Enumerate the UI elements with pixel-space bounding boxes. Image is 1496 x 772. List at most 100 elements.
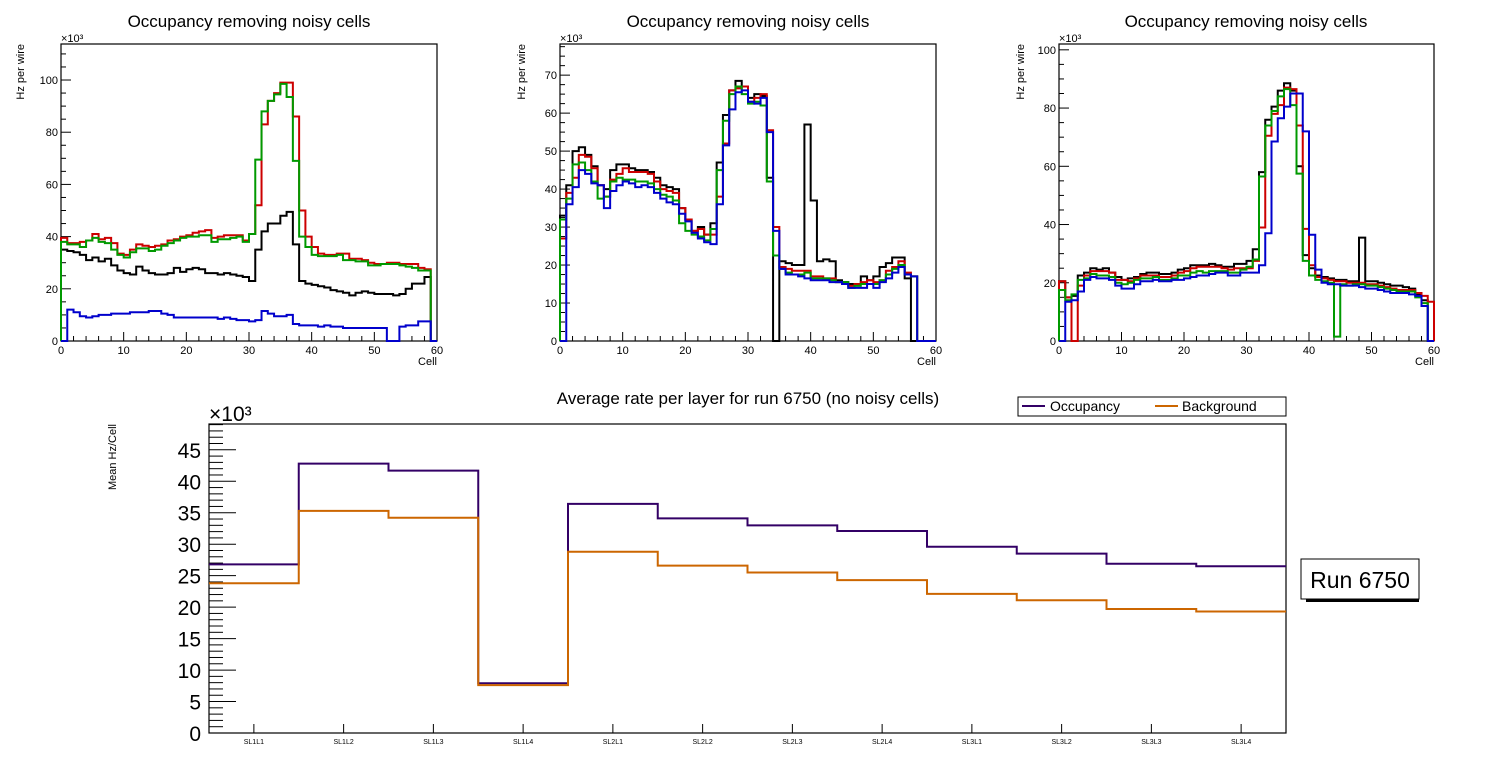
run-label-shadow: [1306, 599, 1419, 602]
category-label: SL2L2: [693, 739, 713, 746]
panel-2-ylabel: Hz per wire: [516, 44, 528, 100]
y-tick-label: 80: [1044, 103, 1056, 115]
panel-3-ylabel: Hz per wire: [1015, 44, 1027, 100]
panel-1-frame: [60, 43, 438, 342]
series-green-histogram: [559, 85, 936, 342]
panel-2-title: Occupancy removing noisy cells: [627, 12, 870, 31]
x-tick-label: 40: [805, 345, 817, 357]
y-tick-label: 20: [1044, 278, 1056, 290]
series-background-line: [209, 509, 1286, 687]
category-label: SL2L3: [782, 739, 802, 746]
run-label-box: Run 6750: [1300, 558, 1420, 602]
x-tick-label: 0: [58, 345, 64, 357]
x-tick-label: 10: [1115, 345, 1127, 357]
panel-3-xlabel: Cell: [1415, 356, 1434, 368]
y-tick-label: 5: [189, 692, 201, 715]
panel-2-xlabel: Cell: [917, 356, 936, 368]
x-tick-label: 20: [180, 345, 192, 357]
category-label: SL1L4: [513, 739, 533, 746]
series-blue-histogram: [61, 308, 437, 342]
series-occupancy-line: [209, 462, 1286, 685]
y-tick-label: 35: [178, 503, 201, 526]
y-tick-label: 40: [545, 184, 557, 196]
panel-1-xlabel: Cell: [418, 356, 437, 368]
panel-3-frame: [1058, 43, 1435, 342]
category-label: SL2L1: [603, 739, 623, 746]
x-tick-label: 20: [1178, 345, 1190, 357]
y-tick-label: 25: [178, 566, 201, 589]
legend-label-occupancy: Occupancy: [1050, 398, 1120, 414]
legend-label-background: Background: [1182, 398, 1257, 414]
panel-occupancy-2: Occupancy removing noisy cells Hz per wi…: [516, 12, 942, 368]
y-tick-label: 40: [1044, 220, 1056, 232]
y-tick-label: 10: [545, 298, 557, 310]
y-tick-label: 0: [1050, 336, 1056, 348]
category-label: SL3L2: [1052, 739, 1072, 746]
y-tick-label: 0: [189, 723, 201, 746]
series-red-histogram: [60, 81, 437, 342]
y-tick-label: 0: [52, 336, 58, 348]
x-tick-label: 0: [557, 345, 563, 357]
x-tick-label: 30: [1240, 345, 1252, 357]
layer-chart-y-multiplier: ×10³: [209, 403, 252, 426]
panel-1-y-multiplier: ×10³: [61, 33, 84, 45]
legend: Occupancy Background: [1017, 396, 1287, 417]
y-tick-label: 30: [178, 534, 201, 557]
x-tick-label: 0: [1056, 345, 1062, 357]
panel-occupancy-1: Occupancy removing noisy cells Hz per wi…: [15, 12, 443, 368]
panel-3-y-multiplier: ×10³: [1059, 33, 1082, 45]
series-red-histogram: [559, 85, 936, 342]
panel-2-y-multiplier: ×10³: [560, 33, 583, 45]
x-tick-label: 60: [1428, 345, 1440, 357]
y-tick-label: 60: [545, 108, 557, 120]
legend-box: [1017, 396, 1287, 417]
x-tick-label: 50: [867, 345, 879, 357]
x-tick-label: 50: [1365, 345, 1377, 357]
layer-chart-title: Average rate per layer for run 6750 (no …: [557, 389, 939, 408]
x-tick-label: 30: [742, 345, 754, 357]
x-tick-label: 60: [930, 345, 942, 357]
series-black-histogram: [1058, 82, 1434, 342]
series-green-histogram: [1058, 88, 1434, 342]
series-black-histogram: [60, 210, 437, 342]
y-tick-label: 100: [1038, 45, 1056, 57]
series-red-histogram: [1058, 86, 1435, 342]
x-tick-label: 10: [118, 345, 130, 357]
category-label: SL1L3: [423, 739, 443, 746]
x-tick-label: 20: [679, 345, 691, 357]
panel-layer-rates: Average rate per layer for run 6750 (no …: [107, 389, 1420, 746]
y-tick-label: 10: [178, 660, 201, 683]
category-label: SL1L1: [244, 739, 264, 746]
x-tick-label: 50: [368, 345, 380, 357]
run-label-text: Run 6750: [1310, 567, 1410, 593]
y-tick-label: 30: [545, 222, 557, 234]
x-tick-label: 10: [617, 345, 629, 357]
y-tick-label: 0: [551, 336, 557, 348]
layer-chart-frame: [208, 423, 1287, 734]
y-tick-label: 40: [178, 471, 201, 494]
series-blue-histogram: [1059, 92, 1434, 342]
panel-occupancy-3: Occupancy removing noisy cells Hz per wi…: [1015, 12, 1440, 368]
x-tick-label: 40: [306, 345, 318, 357]
run-label-frame: [1300, 558, 1420, 600]
panel-3-title: Occupancy removing noisy cells: [1125, 12, 1368, 31]
y-tick-label: 50: [545, 146, 557, 158]
x-tick-label: 40: [1303, 345, 1315, 357]
y-tick-label: 20: [545, 260, 557, 272]
y-tick-label: 15: [178, 629, 201, 652]
y-tick-label: 100: [40, 75, 58, 87]
y-tick-label: 80: [46, 127, 58, 139]
y-tick-label: 20: [46, 284, 58, 296]
x-tick-label: 30: [243, 345, 255, 357]
category-label: SL2L4: [872, 739, 892, 746]
y-tick-label: 60: [1044, 161, 1056, 173]
y-tick-label: 45: [178, 440, 201, 463]
x-tick-label: 60: [431, 345, 443, 357]
category-label: SL3L3: [1141, 739, 1161, 746]
y-tick-label: 40: [46, 232, 58, 244]
y-tick-label: 70: [545, 70, 557, 82]
y-tick-label: 60: [46, 179, 58, 191]
series-black-histogram: [559, 79, 936, 342]
y-tick-label: 20: [178, 597, 201, 620]
